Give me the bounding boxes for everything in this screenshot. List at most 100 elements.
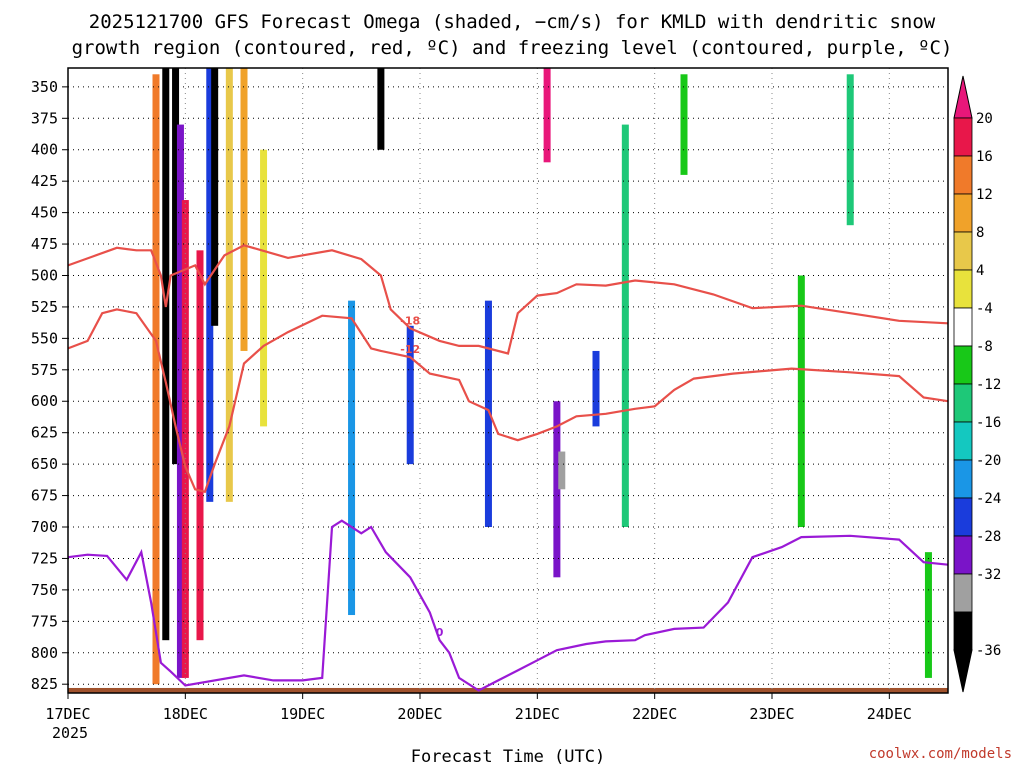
colorbar-label-4: 4 bbox=[976, 263, 984, 279]
y-tick-label-475: 475 bbox=[31, 235, 58, 253]
omega-band-9 bbox=[240, 68, 248, 351]
x-tick-label-20DEC: 20DEC bbox=[397, 705, 442, 723]
colorbar-label-6: -8 bbox=[976, 339, 993, 355]
colorbar-swatch-10 bbox=[953, 497, 973, 537]
omega-band-10 bbox=[260, 149, 268, 427]
contour--18 bbox=[67, 244, 949, 355]
chart-title-line2: growth region (contoured, red, ºC) and f… bbox=[72, 37, 953, 59]
contour-0 bbox=[67, 519, 949, 692]
omega-band-16 bbox=[558, 451, 566, 490]
y-tick-label-800: 800 bbox=[31, 644, 58, 662]
omega-band-17 bbox=[543, 68, 551, 163]
x-tick-label-19DEC: 19DEC bbox=[280, 705, 325, 723]
y-tick-label-525: 525 bbox=[31, 298, 58, 316]
y-tick-label-450: 450 bbox=[31, 204, 58, 222]
omega-band-3 bbox=[176, 124, 184, 678]
omega-band-1 bbox=[162, 68, 170, 641]
y-tick-label-650: 650 bbox=[31, 455, 58, 473]
chart-title-line1: 2025121700 GFS Forecast Omega (shaded, −… bbox=[89, 11, 936, 33]
y-tick-label-750: 750 bbox=[31, 581, 58, 599]
omega-band-12 bbox=[377, 68, 385, 150]
y-tick-label-600: 600 bbox=[31, 392, 58, 410]
y-tick-label-575: 575 bbox=[31, 361, 58, 379]
colorbar-label-11: -28 bbox=[976, 529, 1001, 545]
terrain-strip bbox=[68, 687, 948, 693]
x-tick-label-17DEC: 17DEC bbox=[45, 705, 90, 723]
colorbar-swatch-13 bbox=[953, 611, 973, 651]
colorbar-swatch-4 bbox=[953, 269, 973, 309]
y-tick-label-400: 400 bbox=[31, 141, 58, 159]
x-tick-label-22DEC: 22DEC bbox=[632, 705, 677, 723]
x-axis-ticks: 17DEC 18DEC 19DEC 20DEC 21DEC 22DEC 23DEC 24DEC bbox=[45, 693, 912, 723]
colorbar-label-9: -20 bbox=[976, 453, 1001, 469]
colorbar-label-8: -16 bbox=[976, 415, 1001, 431]
colorbar-label-12: -32 bbox=[976, 567, 1001, 583]
x-tick-label-23DEC: 23DEC bbox=[749, 705, 794, 723]
omega-band-11 bbox=[348, 300, 356, 616]
colorbar-swatch-1 bbox=[953, 155, 973, 195]
y-tick-label-675: 675 bbox=[31, 487, 58, 505]
colorbar-label-13: -36 bbox=[976, 643, 1001, 659]
contour-label--18: -18 bbox=[400, 314, 420, 327]
colorbar-swatch-9 bbox=[953, 459, 973, 499]
colorbar: 20 16 12 8 4 -4 -8 -12 -16 -20 -24 -28 -32 -36 bbox=[953, 75, 1001, 693]
colorbar-swatch-0 bbox=[953, 117, 973, 157]
colorbar-bottom-arrow bbox=[953, 649, 973, 693]
omega-band-14 bbox=[484, 300, 492, 528]
terrain-fill bbox=[68, 687, 948, 693]
y-tick-label-550: 550 bbox=[31, 329, 58, 347]
omega-band-2 bbox=[172, 68, 180, 465]
colorbar-swatch-11 bbox=[953, 535, 973, 575]
x-axis-label: Forecast Time (UTC) bbox=[411, 747, 605, 767]
colorbar-label-0: 20 bbox=[976, 111, 993, 127]
y-tick-label-425: 425 bbox=[31, 172, 58, 190]
omega-band-22 bbox=[846, 74, 854, 226]
contour-label--12: -12 bbox=[400, 343, 420, 356]
x-tick-label-21DEC: 21DEC bbox=[515, 705, 560, 723]
colorbar-top-arrow bbox=[953, 75, 973, 119]
y-tick-label-350: 350 bbox=[31, 78, 58, 96]
colorbar-swatch-6 bbox=[953, 345, 973, 385]
omega-band-5 bbox=[196, 250, 204, 641]
y-tick-label-775: 775 bbox=[31, 612, 58, 630]
contour--12 bbox=[67, 308, 949, 494]
omega-band-0 bbox=[152, 74, 160, 685]
colorbar-swatch-12 bbox=[953, 573, 973, 613]
omega-band-18 bbox=[592, 350, 600, 427]
omega-band-20 bbox=[680, 74, 688, 175]
colorbar-swatch-3 bbox=[953, 231, 973, 271]
y-tick-label-700: 700 bbox=[31, 518, 58, 536]
colorbar-label-7: -12 bbox=[976, 377, 1001, 393]
colorbar-swatch-5 bbox=[953, 307, 973, 347]
omega-band-13 bbox=[406, 325, 414, 465]
plot-border bbox=[67, 67, 949, 694]
contour-lines: -18 -12 0 bbox=[67, 244, 949, 692]
x-tick-label-24DEC: 24DEC bbox=[867, 705, 912, 723]
y-tick-label-625: 625 bbox=[31, 424, 58, 442]
grid-lines bbox=[67, 68, 948, 693]
y-tick-label-375: 375 bbox=[31, 109, 58, 127]
colorbar-label-10: -24 bbox=[976, 491, 1001, 507]
omega-band-15 bbox=[553, 401, 561, 578]
colorbar-label-1: 16 bbox=[976, 149, 993, 165]
colorbar-swatch-8 bbox=[953, 421, 973, 461]
omega-band-21 bbox=[797, 275, 805, 528]
omega-band-23 bbox=[924, 552, 932, 678]
colorbar-swatch-2 bbox=[953, 193, 973, 233]
colorbar-label-3: 8 bbox=[976, 225, 984, 241]
colorbar-label-2: 12 bbox=[976, 187, 993, 203]
omega-band-6 bbox=[206, 68, 214, 502]
y-tick-label-725: 725 bbox=[31, 549, 58, 567]
colorbar-swatch-7 bbox=[953, 383, 973, 423]
omega-band-7 bbox=[211, 68, 219, 326]
omega-band-8 bbox=[225, 68, 233, 502]
colorbar-label-5: -4 bbox=[976, 301, 993, 317]
x-tick-label-18DEC: 18DEC bbox=[163, 705, 208, 723]
x-year-label: 2025 bbox=[52, 724, 88, 742]
omega-band-19 bbox=[621, 124, 629, 528]
y-axis-ticks: 350 375 400 425 450 475 500 525 550 575 600 625 650 6… bbox=[31, 78, 68, 693]
credit-text: coolwx.com/models bbox=[869, 746, 1012, 762]
y-tick-label-825: 825 bbox=[31, 675, 58, 693]
contour-label-0: 0 bbox=[436, 626, 444, 639]
